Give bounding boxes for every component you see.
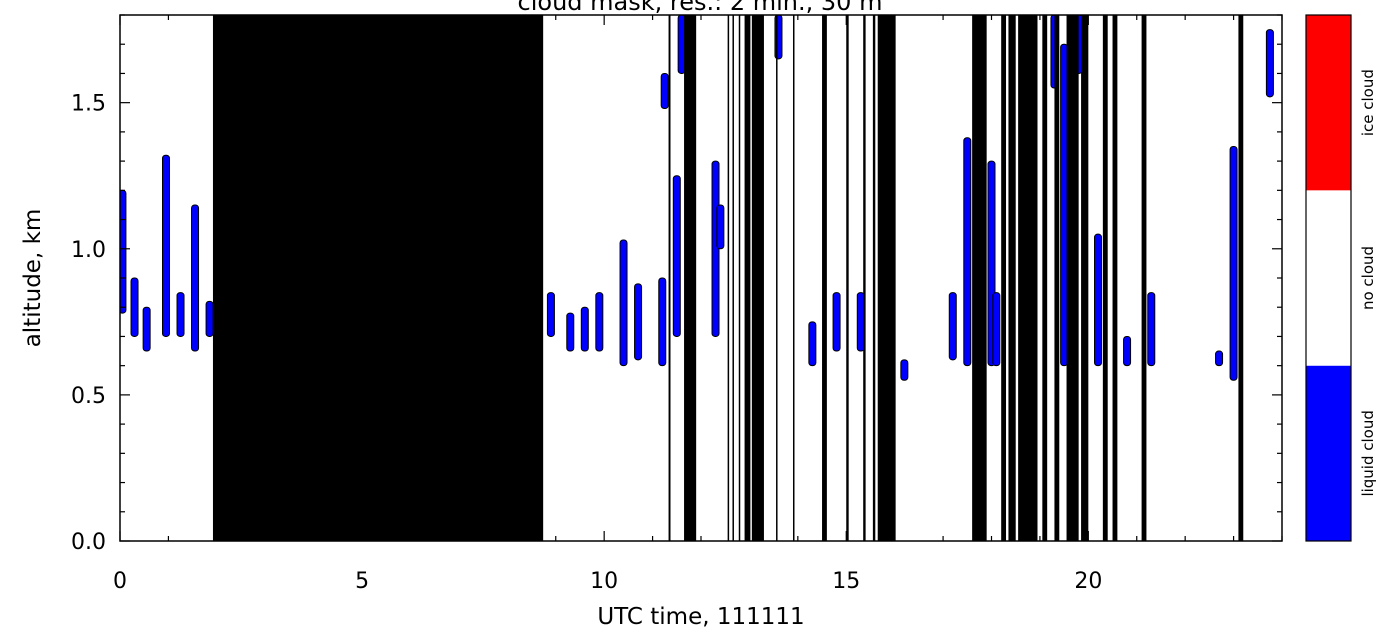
missing-data-band	[744, 15, 751, 541]
missing-data-band	[727, 15, 730, 541]
liquid-cloud-cell	[142, 306, 151, 352]
liquid-cloud-cell	[660, 72, 669, 110]
liquid-cloud-cell	[774, 15, 783, 60]
missing-data-band	[1112, 15, 1118, 541]
x-axis: 0 5 10 15 20	[113, 15, 1283, 594]
colorbar-label: no cloud	[1359, 246, 1377, 310]
missing-data-band	[1008, 15, 1016, 541]
x-tick-label: 5	[355, 569, 369, 594]
missing-data-band	[1066, 15, 1079, 541]
missing-data-band	[863, 15, 866, 541]
liquid-cloud-cell	[176, 292, 185, 337]
colorbar-segment	[1306, 15, 1351, 191]
colorbar-legend: liquid cloud no cloud ice cloud	[1305, 14, 1377, 542]
liquid-cloud-cell	[619, 239, 628, 367]
missing-data-band	[751, 15, 764, 541]
colorbar-frame	[1305, 14, 1352, 542]
y-tick-label: 0.5	[71, 384, 106, 409]
y-axis: 0.0 0.5 1.0 1.5	[71, 14, 1282, 555]
liquid-cloud-cell	[161, 154, 170, 337]
y-tick-label: 1.0	[71, 238, 106, 263]
liquid-cloud-cell	[191, 204, 200, 352]
missing-data-band	[877, 15, 896, 541]
liquid-cloud-cell	[566, 312, 575, 352]
colorbar-label: liquid cloud	[1359, 410, 1377, 496]
missing-data-band	[776, 15, 778, 541]
missing-data-band	[822, 15, 827, 541]
missing-data-band	[1102, 15, 1108, 541]
liquid-cloud-cell	[1265, 29, 1274, 98]
liquid-cloud-cell	[963, 137, 972, 367]
y-axis-label: altitude, km	[20, 209, 46, 348]
liquid-cloud-cell	[1123, 335, 1132, 367]
liquid-cloud-cell	[634, 283, 643, 361]
liquid-cloud-cell	[546, 292, 555, 337]
y-tick-label: 1.5	[71, 92, 106, 117]
liquid-cloud-cell	[1229, 146, 1238, 381]
liquid-cloud-cell	[900, 359, 909, 381]
liquid-cloud-cell	[595, 292, 604, 352]
colorbar-label: ice cloud	[1359, 69, 1377, 136]
missing-data-band	[1018, 15, 1038, 541]
liquid-cloud-cell	[205, 300, 214, 337]
liquid-cloud-cell	[672, 175, 681, 337]
missing-data-band	[792, 15, 795, 541]
liquid-cloud-cell	[716, 204, 725, 250]
missing-data-band	[668, 15, 671, 541]
missing-data-band	[846, 15, 849, 541]
colorbar-segment	[1306, 190, 1351, 366]
missing-data-band	[972, 15, 987, 541]
missing-data-band	[684, 15, 697, 541]
missing-data-band	[1054, 15, 1060, 541]
x-axis-label: UTC time, 111111	[597, 604, 804, 630]
missing-data-band	[1238, 15, 1244, 541]
plot-area	[120, 15, 1282, 541]
missing-data-band	[212, 15, 544, 541]
liquid-cloud-cell	[808, 321, 817, 367]
x-tick-label: 0	[113, 569, 127, 594]
chart-title: cloud mask, res.: 2 min., 30 m	[518, 0, 883, 16]
missing-data-band	[1081, 15, 1089, 541]
missing-data-band	[1001, 15, 1007, 541]
liquid-cloud-cell	[948, 292, 957, 361]
missing-data-band	[1042, 15, 1048, 541]
missing-data-band	[1141, 15, 1147, 541]
liquid-cloud-cell	[992, 292, 1001, 367]
missing-data-band	[738, 15, 741, 541]
liquid-cloud-cell	[1215, 350, 1224, 367]
liquid-cloud-cell	[1094, 233, 1103, 367]
liquid-cloud-cell	[130, 277, 139, 337]
colorbar-segment	[1306, 365, 1351, 541]
x-tick-label: 10	[590, 569, 618, 594]
missing-data-band	[732, 15, 734, 541]
x-tick-label: 15	[832, 569, 860, 594]
y-tick-label: 0.0	[71, 530, 106, 555]
liquid-cloud-cell	[580, 306, 589, 352]
liquid-cloud-cell	[658, 277, 667, 367]
liquid-cloud-cell	[832, 292, 841, 352]
missing-data-band	[872, 15, 876, 541]
liquid-cloud-cell	[1147, 292, 1156, 367]
x-tick-label: 20	[1074, 569, 1102, 594]
